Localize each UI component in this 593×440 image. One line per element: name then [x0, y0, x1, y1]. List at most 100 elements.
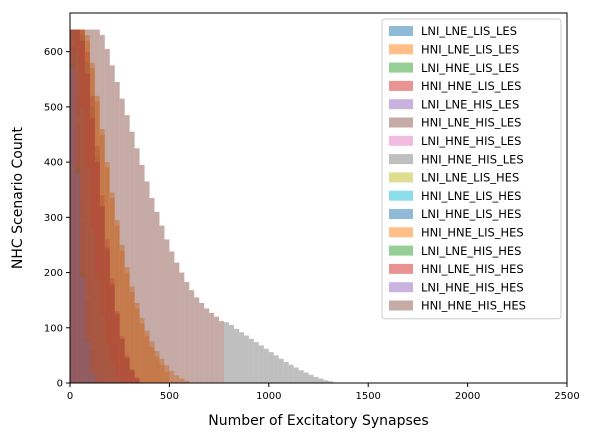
legend-box — [381, 18, 562, 320]
legend-swatch-LNI_HNE_HIS_HES — [389, 282, 413, 293]
bar-HNI_HNE_HIS_HES-11 — [124, 115, 130, 383]
bar-HNI_HNE_HIS_LES-17 — [308, 374, 314, 383]
bar-HNI_HNE_HIS_LES-16 — [303, 372, 309, 383]
legend-swatch-LNI_HNE_LIS_LES — [389, 62, 413, 73]
bar-HNI_HNE_HIS_LES-7 — [258, 345, 264, 383]
bar-HNI_HNE_HIS_LES-6 — [253, 342, 259, 383]
legend-label-LNI_HNE_HIS_HES: LNI_HNE_HIS_HES — [421, 280, 524, 294]
bar-HNI_HNE_HIS_LES-19 — [318, 378, 324, 383]
legend-swatch-HNI_LNE_LIS_HES — [389, 190, 413, 201]
x-tick-label-500: 500 — [160, 391, 179, 402]
bar-HNI_HNE_HIS_LES-2 — [234, 328, 239, 383]
histogram-bars — [70, 29, 339, 384]
legend-swatch-LNI_HNE_LIS_HES — [389, 209, 413, 219]
legend: LNI_LNE_LIS_LES HNI_LNE_LIS_LES LNI_HNE_LI… — [381, 18, 562, 320]
bar-HNI_HNE_HIS_HES-28 — [209, 312, 215, 383]
y-tick-label-400: 400 — [44, 158, 63, 169]
bar-HNI_HNE_HIS_HES-21 — [174, 262, 180, 383]
legend-label-HNI_HNE_LIS_HES: HNI_HNE_LIS_HES — [421, 226, 524, 240]
legend-swatch-HNI_HNE_HIS_HES — [389, 300, 413, 311]
legend-label-HNI_LNE_HIS_HES: HNI_LNE_HIS_HES — [421, 262, 524, 276]
bar-HNI_HNE_HIS_HES-25 — [194, 297, 200, 383]
bar-HNI_HNE_HIS_HES-5 — [94, 29, 100, 383]
bar-HNI_HNE_HIS_LES-11 — [278, 358, 284, 383]
bar-HNI_HNE_HIS_LES-14 — [293, 367, 299, 383]
bar-HNI_HNE_HIS_LES-8 — [263, 348, 269, 383]
bar-HNI_HNE_HIS_LES-13 — [288, 364, 294, 383]
x-tick-label-1500: 1500 — [355, 391, 380, 402]
x-tick-label-2000: 2000 — [455, 391, 480, 402]
bar-HNI_HNE_HIS_HES-12 — [129, 131, 135, 383]
bar-HNI_HNE_HIS_LES-3 — [238, 332, 244, 383]
legend-swatch-HNI_LNE_HIS_HES — [389, 263, 413, 274]
legend-label-LNI_LNE_HIS_LES: LNI_LNE_HIS_LES — [421, 97, 519, 111]
legend-label-LNI_HNE_HIS_LES: LNI_HNE_HIS_LES — [421, 134, 521, 148]
bar-HNI_HNE_HIS_HES-18 — [159, 225, 165, 383]
y-tick-label-0: 0 — [57, 379, 63, 390]
bar-HNI_HNE_HIS_HES-19 — [164, 239, 170, 383]
legend-label-HNI_LNE_LIS_HES: HNI_LNE_LIS_HES — [421, 189, 521, 203]
legend-label-HNI_LNE_LIS_LES: HNI_LNE_LIS_LES — [421, 43, 519, 57]
legend-label-LNI_LNE_LIS_LES: LNI_LNE_LIS_LES — [421, 24, 517, 38]
legend-swatch-LNI_LNE_HIS_LES — [389, 99, 413, 110]
bar-HNI_HNE_HIS_HES-24 — [189, 290, 195, 383]
bar-HNI_HNE_HIS_HES-15 — [144, 181, 150, 383]
legend-label-LNI_HNE_LIS_LES: LNI_HNE_LIS_LES — [421, 61, 519, 75]
bar-HNI_HNE_HIS_HES-30 — [219, 321, 225, 383]
legend-label-LNI_LNE_LIS_HES: LNI_LNE_LIS_HES — [421, 171, 519, 185]
legend-label-HNI_HNE_HIS_HES: HNI_HNE_HIS_HES — [421, 299, 526, 313]
x-axis-label: Number of Excitatory Synapses — [208, 413, 428, 429]
bar-HNI_HNE_HIS_LES-15 — [298, 370, 304, 383]
bar-HNI_HNE_HIS_HES-14 — [139, 164, 145, 383]
bar-HNI_HNE_HIS_HES-27 — [204, 308, 210, 383]
legend-swatch-HNI_HNE_LIS_HES — [389, 227, 413, 238]
series-HNI_HNE_HIS_LES — [224, 322, 339, 383]
legend-swatch-HNI_LNE_HIS_LES — [389, 117, 413, 128]
bar-HNI_HNE_HIS_HES-22 — [179, 272, 185, 383]
legend-label-LNI_HNE_LIS_HES: LNI_HNE_LIS_HES — [421, 207, 521, 221]
x-tick-label-0: 0 — [67, 391, 73, 402]
y-tick-label-300: 300 — [44, 213, 63, 224]
legend-swatch-LNI_LNE_LIS_HES — [389, 172, 413, 183]
y-tick-label-600: 600 — [44, 47, 63, 58]
bar-HNI_HNE_HIS_LES-1 — [229, 325, 235, 383]
legend-swatch-LNI_LNE_HIS_HES — [389, 245, 413, 256]
legend-swatch-LNI_LNE_LIS_LES — [389, 26, 413, 36]
bar-HNI_HNE_HIS_HES-7 — [104, 48, 110, 384]
bar-HNI_HNE_HIS_LES-0 — [224, 322, 230, 383]
bar-HNI_HNE_HIS_LES-5 — [248, 338, 254, 383]
bar-HNI_HNE_HIS_LES-9 — [268, 352, 274, 383]
bar-HNI_HNE_HIS_LES-18 — [313, 376, 319, 383]
bar-HNI_HNE_HIS_HES-1 — [74, 29, 80, 383]
y-tick-label-500: 500 — [44, 102, 63, 113]
y-axis-ticks: 0 100 200 300 400 500 600 — [44, 47, 70, 390]
plot-frame — [69, 12, 568, 384]
legend-swatch-HNI_HNE_LIS_LES — [389, 80, 413, 91]
bar-HNI_HNE_HIS_LES-4 — [243, 335, 249, 383]
x-axis-ticks: 0 500 1000 1500 2000 2500 — [67, 383, 580, 402]
bar-HNI_HNE_HIS_HES-16 — [149, 198, 155, 383]
y-tick-label-200: 200 — [44, 268, 63, 279]
bar-HNI_HNE_HIS_LES-12 — [283, 362, 289, 383]
bar-HNI_HNE_HIS_HES-13 — [134, 148, 140, 383]
series-HNI_HNE_HIS_HES — [70, 29, 225, 384]
y-tick-label-100: 100 — [44, 323, 63, 334]
bar-HNI_HNE_HIS_HES-29 — [214, 316, 220, 383]
bar-HNI_HNE_HIS_HES-23 — [184, 281, 190, 383]
bar-HNI_HNE_HIS_HES-6 — [99, 35, 105, 384]
bar-HNI_HNE_HIS_HES-0 — [70, 29, 75, 383]
bar-HNI_HNE_HIS_LES-10 — [273, 355, 279, 383]
bar-HNI_HNE_HIS_LES-21 — [328, 381, 334, 383]
legend-swatch-HNI_LNE_LIS_LES — [389, 44, 413, 55]
bar-HNI_HNE_HIS_HES-10 — [119, 98, 125, 383]
x-tick-label-1000: 1000 — [256, 391, 281, 402]
bar-HNI_HNE_HIS_HES-17 — [154, 211, 160, 383]
bar-HNI_HNE_HIS_HES-26 — [199, 302, 205, 383]
legend-label-HNI_HNE_HIS_LES: HNI_HNE_HIS_LES — [421, 152, 524, 166]
x-tick-label-2500: 2500 — [554, 391, 579, 402]
bar-HNI_HNE_HIS_HES-2 — [79, 29, 85, 383]
legend-swatch-LNI_HNE_HIS_LES — [389, 135, 413, 146]
bar-HNI_HNE_HIS_HES-3 — [84, 29, 90, 383]
legend-label-LNI_LNE_HIS_HES: LNI_LNE_HIS_HES — [421, 244, 521, 258]
